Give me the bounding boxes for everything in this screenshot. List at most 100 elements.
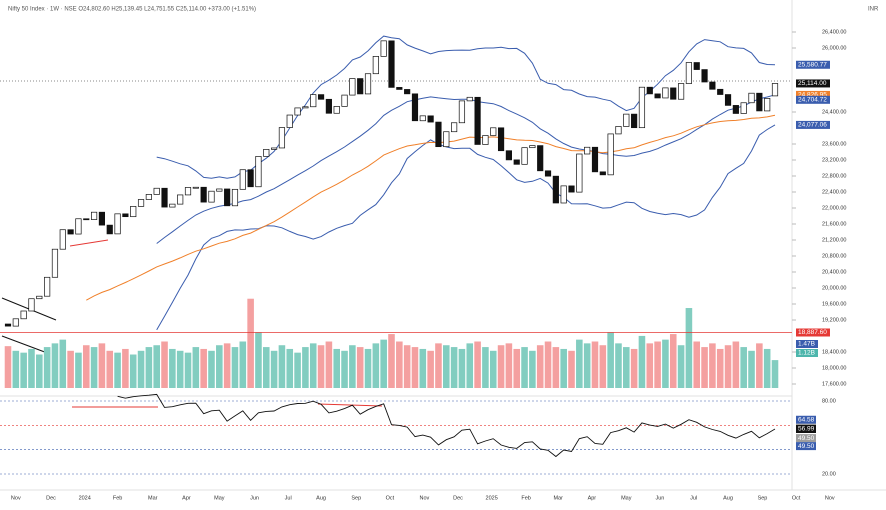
volume-bar [59,339,67,388]
volume-bar [474,341,481,388]
volume-bar [662,339,669,388]
candle [145,194,152,200]
y-tick-label: 26,000.00 [822,45,846,51]
volume-bar [732,341,740,388]
candle [333,106,340,114]
volume-bar [302,347,309,388]
volume-bar [341,350,348,388]
candle [482,135,489,145]
candle [607,133,614,176]
x-tick-label: Dec [46,495,56,501]
candle [224,188,231,207]
candle [458,100,466,124]
candle [474,96,481,145]
y-tick-label: 22,400.00 [822,189,846,195]
candle [325,98,332,114]
currency: INR [868,7,879,13]
x-tick-label: 2024 [79,495,91,501]
rsi-badge [796,424,816,433]
bollinger-upper [156,35,776,179]
volume-bar [583,343,591,388]
volume-bar [317,345,325,388]
price-badge [796,328,830,337]
volume-bar [216,345,223,388]
volume-bar [403,345,411,388]
x-tick-label: 2025 [486,495,498,501]
y-tick-label: 21,600.00 [822,221,846,227]
volume-bar [685,308,693,388]
volume-bar [388,334,395,388]
candle [317,94,325,100]
rsi-badge [796,415,816,424]
volume-bar [372,343,380,388]
volume-bar [591,341,599,388]
volume-bar [364,348,372,388]
x-tick-label: Nov [825,495,835,501]
volume-bar [568,350,575,388]
volume-bar [396,341,403,388]
candle [740,102,747,114]
candle [701,69,708,83]
x-tick-label: Mar [553,495,563,501]
x-tick-label: Nov [11,495,21,501]
x-tick-label: Nov [419,495,429,501]
rsi-badge-label: 49.50 [798,435,815,442]
volume-bar [75,352,82,388]
volume-bar [748,350,755,388]
candle [278,127,286,149]
volume-bar [419,348,427,388]
rsi-tick-label: 20.00 [822,471,836,477]
candle [537,145,544,172]
volume-bar [325,341,333,388]
candle [91,211,98,220]
volume-bar [466,343,474,388]
volume-bar [740,347,747,388]
candle [615,126,622,135]
candle [631,113,638,129]
volume-bar [82,345,90,388]
volume-bar [654,341,661,388]
y-tick-label: 19,600.00 [822,301,846,307]
volume-bar [278,345,286,388]
volume-bar [458,348,466,388]
candle [638,86,646,129]
candle [724,94,732,106]
y-tick-label: 18,000.00 [822,365,846,371]
volume-bar [607,332,614,388]
x-tick-label: Jun [656,495,665,501]
price-badge [796,120,830,129]
candle [12,318,19,327]
volume-bar [137,350,145,388]
volume-bar [161,341,168,388]
candle [341,94,348,107]
candle [521,147,528,165]
candle [576,153,583,193]
volume-bar [646,343,654,388]
volume-bar [129,354,137,388]
volume-bar [51,343,59,388]
volume-bar [513,348,521,388]
volume-bar [4,346,12,388]
volume-bar [427,350,434,388]
volume-bar [693,341,701,388]
candle [98,211,106,226]
volume-bar [489,350,497,388]
x-tick-label: Feb [521,495,530,501]
candle [670,87,677,100]
chart-title: Nifty 50 Index · 1W · NSE O24,802.60 H25… [8,7,256,13]
volume-bar [255,332,262,388]
candle [591,146,599,173]
candle [748,92,755,104]
volume-bar [153,345,160,388]
moving-average [86,114,776,301]
candle [130,206,137,218]
candle [357,78,364,95]
volume-bar [552,347,560,388]
candle [529,145,536,149]
volume-bar [701,347,708,388]
volume-bar [294,352,301,388]
volume-badge-label: 1.12B [798,350,815,357]
volume-bar [615,343,622,388]
price-badge [796,79,830,88]
rsi-badge-label: 56.99 [798,426,815,433]
